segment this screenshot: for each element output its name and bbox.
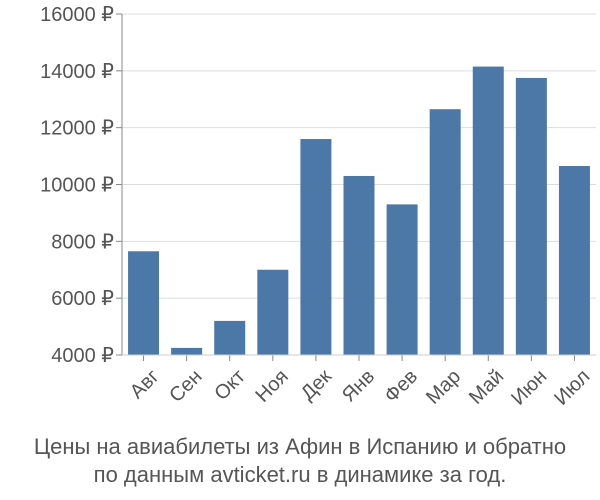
bar [429,109,461,355]
bars-group [128,66,590,355]
price-bar-chart: 4000 ₽ 6000 ₽ 8000 ₽ 10000 ₽ 12000 ₽ 14000 ₽ 1… [40,4,596,410]
bar [128,251,160,355]
bar [171,347,203,355]
bar [386,204,418,355]
x-tick-label: Дек [297,365,336,404]
x-tick-label: Сен [165,365,206,406]
bar [343,175,375,355]
x-tick-label: Фев [380,365,422,407]
bar [300,139,332,355]
y-tick-label: 12000 ₽ [40,118,114,140]
bar [515,77,547,355]
bar [257,269,289,355]
y-axis-labels: 4000 ₽ 6000 ₽ 8000 ₽ 10000 ₽ 12000 ₽ 14000 ₽ 1… [40,4,114,367]
y-tick-label: 4000 ₽ [51,345,114,367]
y-tick-label: 10000 ₽ [40,175,114,197]
x-tick-label: Ноя [252,365,293,406]
x-tick-label: Июл [550,365,594,409]
x-tick-label: Авг [126,365,164,403]
bar [472,66,504,355]
axes-group [116,13,596,361]
bar [558,166,590,355]
y-tick-label: 14000 ₽ [40,61,114,83]
x-tick-label: Мар [422,365,465,408]
x-tick-label: Окт [210,365,249,404]
y-tick-label: 16000 ₽ [40,4,114,26]
x-tick-label: Июн [507,365,551,409]
caption-line-2: по данным avticket.ru в динамике за год. [93,462,507,487]
bar [214,320,246,355]
x-tick-label: Янв [338,365,379,406]
caption-line-1: Цены на авиабилеты из Афин в Испанию и о… [33,434,567,459]
y-tick-label: 6000 ₽ [51,288,114,310]
y-tick-label: 8000 ₽ [51,231,114,253]
x-tick-label: Май [465,365,508,408]
